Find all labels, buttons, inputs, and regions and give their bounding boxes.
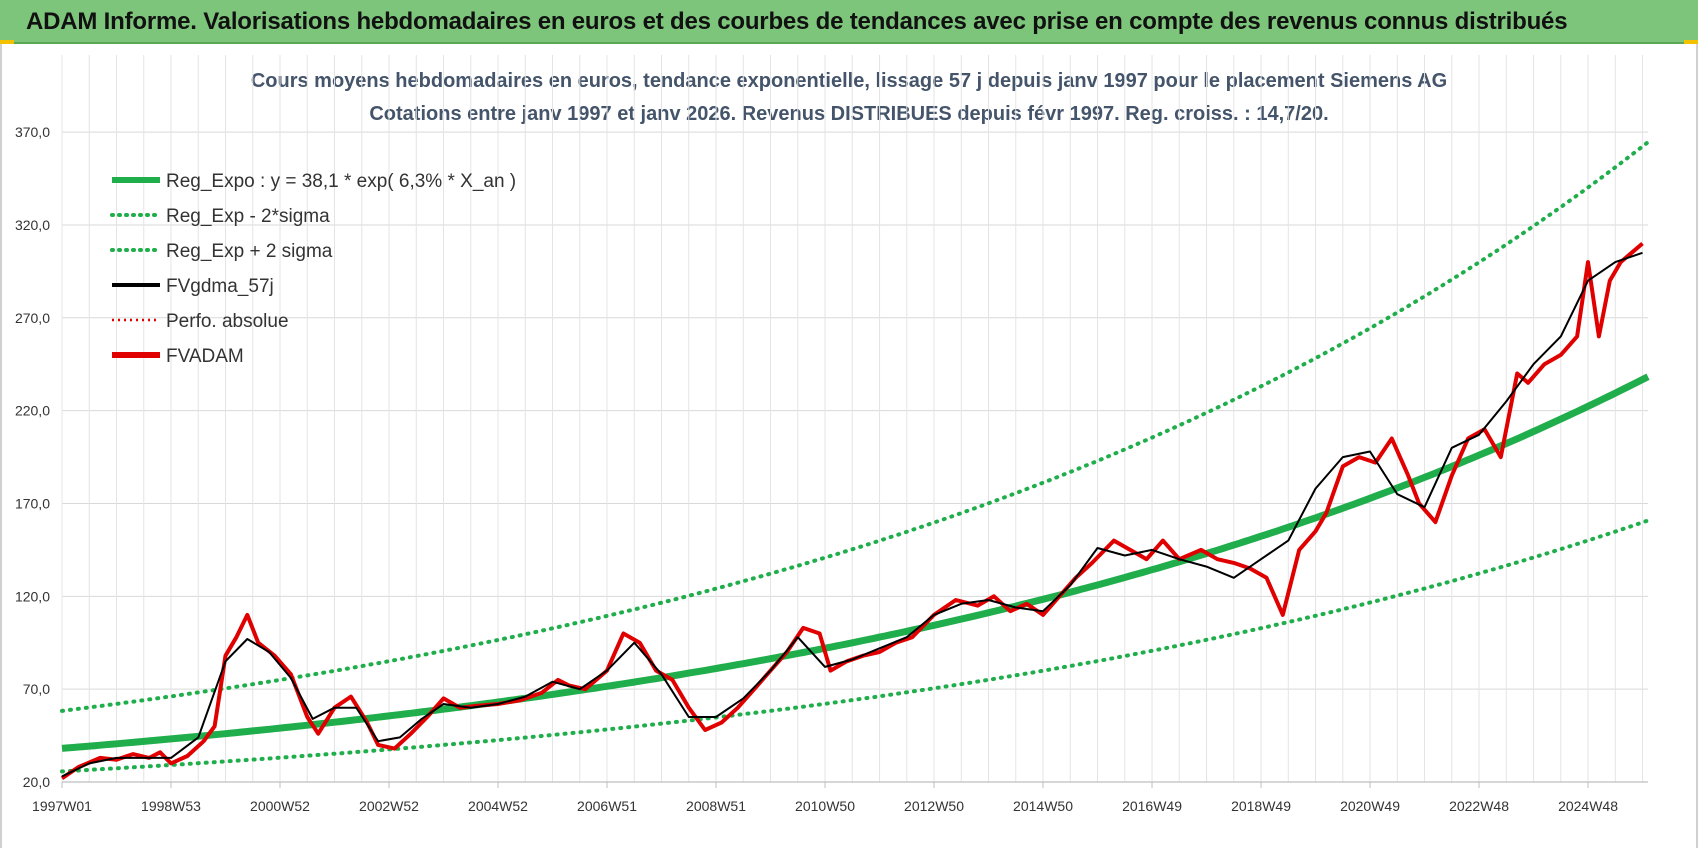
x-tick-label: 2024W48 bbox=[1558, 798, 1618, 814]
x-axis: 1997W01 1998W53 2000W52 2002W52 2004W52 2006W… bbox=[32, 781, 1648, 814]
x-tick-label: 2018W49 bbox=[1231, 798, 1291, 814]
x-tick-label: 2002W52 bbox=[359, 798, 419, 814]
y-axis: 20,0 70,0 120,0 170,0 220,0 270,0 320,0 370,0 bbox=[15, 124, 50, 790]
legend-label: Reg_Exp - 2*sigma bbox=[166, 206, 330, 227]
fvgdma-57j-line bbox=[61, 251, 1643, 778]
legend-label: Reg_Expo : y = 38,1 * exp( 6,3% * X_an ) bbox=[166, 171, 516, 192]
y-tick-label: 270,0 bbox=[15, 310, 50, 326]
legend-label: Reg_Exp + 2 sigma bbox=[166, 241, 333, 262]
chart-series bbox=[60, 140, 1650, 780]
report-title: ADAM Informe. Valorisations hebdomadaire… bbox=[26, 8, 1568, 35]
chart-frame bbox=[0, 44, 1698, 848]
x-tick-label: 1997W01 bbox=[32, 798, 92, 814]
y-tick-label: 70,0 bbox=[23, 681, 50, 697]
x-tick-label: 2010W50 bbox=[795, 798, 855, 814]
x-tick-label: 2006W51 bbox=[577, 798, 637, 814]
chart-legend: Reg_Expo : y = 38,1 * exp( 6,3% * X_an )… bbox=[110, 171, 516, 367]
chart-grid bbox=[61, 55, 1648, 783]
y-tick-label: 170,0 bbox=[15, 495, 50, 511]
y-tick-label: 220,0 bbox=[15, 403, 50, 419]
x-tick-label: 2008W51 bbox=[686, 798, 746, 814]
report-banner: ADAM Informe. Valorisations hebdomadaire… bbox=[0, 0, 1698, 44]
chart-title: Cours moyens hebdomadaires en euros, ten… bbox=[250, 70, 1448, 92]
x-tick-label: 2016W49 bbox=[1122, 798, 1182, 814]
legend-label: FVADAM bbox=[166, 346, 244, 367]
x-tick-label: 2012W50 bbox=[904, 798, 964, 814]
x-tick-label: 2000W52 bbox=[250, 798, 310, 814]
chart-subtitle: Cotations entre janv 1997 et janv 2026. … bbox=[369, 103, 1329, 125]
legend-label: FVgdma_57j bbox=[166, 276, 274, 297]
x-tick-label: 2014W50 bbox=[1013, 798, 1073, 814]
corner-marker-left bbox=[0, 40, 14, 44]
y-tick-label: 370,0 bbox=[15, 124, 50, 140]
reg-exp-minus-2-sigma-line bbox=[60, 518, 1650, 774]
x-tick-label: 2004W52 bbox=[468, 798, 528, 814]
x-tick-label: 2020W49 bbox=[1340, 798, 1400, 814]
legend-label: Perfo. absolue bbox=[166, 311, 289, 332]
x-tick-label: 1998W53 bbox=[141, 798, 201, 814]
corner-marker-right bbox=[1684, 40, 1698, 44]
reg-exp-plus-2-sigma-line bbox=[60, 140, 1650, 713]
y-tick-label: 120,0 bbox=[15, 588, 50, 604]
x-tick-label: 2022W48 bbox=[1449, 798, 1509, 814]
y-tick-label: 20,0 bbox=[23, 774, 50, 790]
y-tick-label: 320,0 bbox=[15, 217, 50, 233]
